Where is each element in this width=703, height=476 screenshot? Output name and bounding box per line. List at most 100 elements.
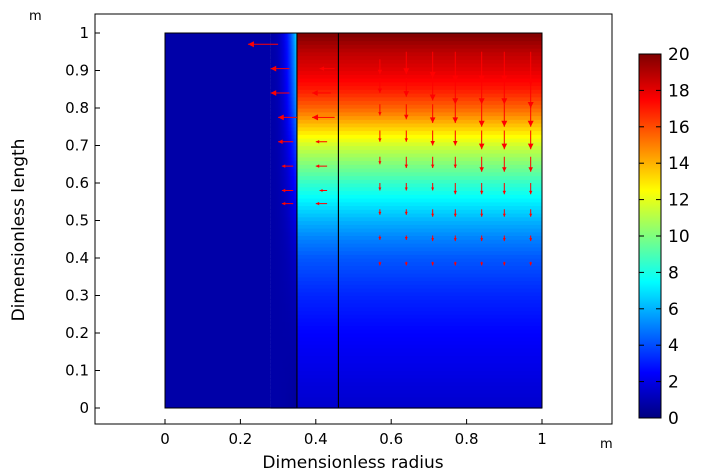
right-domain-band [296, 156, 542, 162]
right-domain-band [296, 243, 542, 248]
right-domain-band [296, 258, 542, 263]
interface-blend-band [270, 299, 297, 304]
interface-blend-band [270, 246, 297, 252]
arrow-head [429, 94, 436, 101]
arrow-head [480, 262, 484, 266]
right-domain-band [296, 213, 542, 218]
right-domain-band [296, 149, 542, 154]
right-domain-band [296, 318, 542, 323]
arrow-head [429, 72, 436, 78]
right-domain-band [296, 340, 542, 345]
interface-blend-band [270, 138, 297, 143]
right-domain-band [296, 160, 542, 165]
arrow-head [319, 66, 325, 71]
downward-flow-arrow [502, 261, 506, 266]
colorbar-tick-label: 16 [668, 118, 690, 138]
downward-flow-arrow [429, 51, 436, 78]
right-domain-band [296, 209, 542, 214]
arrow-head [315, 201, 320, 206]
right-domain-band [296, 111, 542, 117]
interface-blend-band [270, 36, 297, 42]
right-domain-band [296, 280, 542, 285]
arrow-head [278, 139, 283, 145]
right-domain-band [296, 89, 542, 94]
right-domain-band [296, 66, 542, 72]
x-tick-label: 0.2 [228, 430, 252, 448]
interface-blend-band [270, 389, 297, 394]
interface-blend-band [270, 258, 297, 263]
downward-flow-arrow [378, 183, 382, 191]
right-domain-band [296, 78, 542, 83]
right-domain-band [296, 370, 542, 375]
downward-flow-arrow [479, 183, 484, 195]
downward-flow-arrow [378, 156, 382, 165]
downward-flow-arrow [527, 104, 534, 127]
right-domain-band [296, 404, 542, 409]
interface-blend-band [270, 254, 297, 259]
y-axis-label: Dimensionless length [9, 139, 29, 322]
right-domain-band [296, 171, 542, 177]
right-domain-band [296, 273, 542, 278]
right-domain-band [296, 329, 542, 334]
right-domain-band [296, 81, 542, 87]
downward-flow-arrow [453, 130, 458, 146]
leftward-flow-arrow [278, 114, 297, 121]
arrow-head [501, 143, 508, 150]
arrow-head [453, 262, 457, 266]
arrow-head [478, 98, 485, 105]
downward-flow-arrow [431, 235, 435, 242]
downward-flow-arrow [453, 156, 457, 168]
interface-blend-band [270, 344, 297, 349]
interface-blend-band [270, 96, 297, 102]
arrow-head [529, 190, 533, 195]
interface-blend-band [270, 250, 297, 255]
right-domain-band [296, 306, 542, 312]
downward-flow-arrow [529, 183, 533, 195]
arrow-head [480, 238, 484, 242]
interface-blend-band [270, 78, 297, 83]
interface-blend-band [270, 220, 297, 225]
downward-flow-arrow [404, 130, 408, 142]
arrow-head [378, 237, 382, 240]
field-layer [165, 33, 542, 409]
y-axis-ticks: 0 0.1 0.2 0.3 0.4 0.5 0.6 0.7 0.8 0.9 1 [65, 24, 100, 417]
right-domain-band [296, 104, 542, 109]
right-domain-band [296, 153, 542, 158]
interface-blend-band [270, 81, 297, 87]
y-axis-unit: m [29, 9, 42, 24]
right-domain-band [296, 295, 542, 300]
downward-flow-arrow [377, 78, 383, 93]
interface-blend-band [270, 239, 297, 244]
x-axis-label: Dimensionless radius [262, 453, 443, 473]
arrow-head [378, 161, 382, 165]
right-domain-band [296, 100, 542, 105]
leftward-flow-arrow [315, 164, 328, 168]
interface-blend-band [270, 295, 297, 300]
y-tick-label: 0.9 [65, 62, 89, 80]
interface-blend-band [270, 231, 297, 237]
right-domain-band [296, 85, 542, 90]
y-tick-label: 0.2 [65, 324, 89, 342]
downward-flow-arrow [529, 235, 533, 242]
arrow-head [404, 138, 408, 142]
right-domain-band [296, 336, 542, 342]
interface-blend-band [270, 336, 297, 342]
arrow-head [502, 238, 506, 242]
x-tick-label: 0.6 [379, 430, 403, 448]
arrow-head [431, 238, 435, 242]
leftward-flow-arrow [247, 41, 279, 48]
arrow-head [270, 65, 277, 72]
arrow-head [403, 68, 410, 75]
interface-blend-band [270, 359, 297, 364]
interface-blend-band [270, 63, 297, 68]
right-domain-band [296, 385, 542, 390]
colorbar-tick-label: 2 [668, 373, 679, 393]
interface-blend-band [270, 404, 297, 409]
arrow-head [478, 120, 485, 127]
arrow-head [312, 90, 318, 96]
interface-blend-band [270, 59, 297, 64]
downward-flow-arrow [453, 183, 457, 195]
right-domain-band [296, 231, 542, 237]
leftward-flow-arrow [315, 140, 328, 144]
arrow-head [404, 211, 408, 215]
